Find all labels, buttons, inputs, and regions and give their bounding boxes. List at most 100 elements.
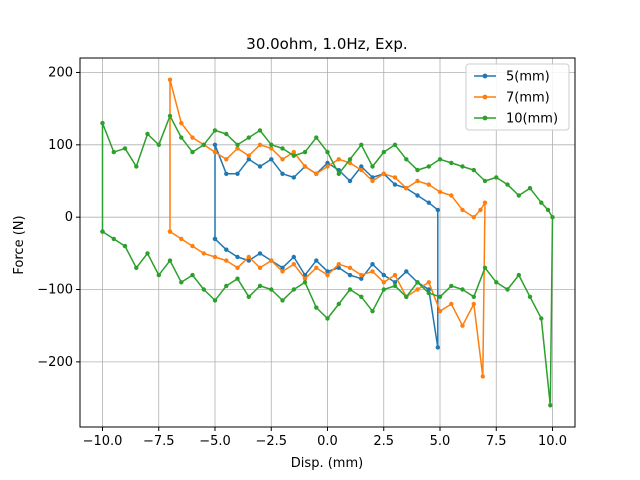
legend: 5(mm) 7(mm) 10(mm) [465,63,570,131]
y-tick-label: 0 [65,210,73,225]
data-point [302,149,308,155]
data-point [381,171,386,176]
data-point [179,236,184,242]
data-point [269,258,274,263]
legend-swatch-marker [482,73,488,79]
data-point [449,160,454,166]
data-point [100,120,105,126]
y-axis-label: Force (N) [12,215,27,274]
data-point [314,305,319,310]
data-point [494,175,499,180]
data-point [471,301,476,307]
data-point [471,167,476,173]
data-point [336,301,341,307]
data-point [550,215,555,220]
y-tick-label: −200 [37,355,73,370]
data-point [257,283,263,289]
data-point [224,171,229,176]
data-point [392,142,398,147]
data-point [527,186,533,191]
data-point [370,178,375,184]
data-point [257,128,263,133]
data-point [415,280,420,285]
legend-label: 7(mm) [506,91,550,106]
data-point [224,283,229,289]
data-point [471,294,476,299]
data-point [435,207,440,213]
data-point [246,157,251,162]
data-point [111,236,117,242]
data-point [516,193,521,198]
data-point [325,272,330,278]
data-point [548,403,553,408]
data-point [235,276,240,281]
x-tick-label: 7.5 [486,434,507,449]
data-point [201,287,206,292]
data-point [212,142,218,147]
data-point [190,135,195,140]
data-point [179,280,184,285]
data-point [122,243,128,249]
data-point [269,142,274,147]
data-point [235,265,240,270]
data-point [480,374,485,379]
legend-entry: 10(mm) [474,112,558,127]
chart-title: 30.0ohm, 1.0Hz, Exp. [246,35,407,53]
data-point [347,287,353,292]
y-tick-label: −100 [37,283,73,298]
legend-entry: 5(mm) [474,70,550,85]
data-point [359,276,364,281]
data-point [460,207,465,213]
data-point [325,164,330,169]
data-point [156,142,161,147]
data-point [359,272,364,278]
data-point [539,316,544,321]
data-point [482,200,488,205]
data-point [336,262,341,267]
data-point [505,287,510,292]
data-point [224,157,229,162]
data-point [280,146,285,151]
data-point [325,160,330,166]
data-point [437,294,443,299]
x-tick-label: 0.0 [317,434,338,449]
data-point [269,146,274,151]
data-point [291,149,296,155]
data-point [404,294,409,299]
data-point [201,251,206,256]
data-point [291,287,296,292]
x-tick-label: −10.0 [83,434,123,449]
data-point [370,164,375,169]
data-point [167,229,173,234]
data-point [280,171,285,176]
data-point [426,164,431,169]
data-point [257,142,263,147]
data-point [381,280,386,285]
data-point [336,265,341,270]
data-point [392,272,398,278]
data-point [370,309,375,314]
data-point [539,200,544,205]
data-point [449,301,454,307]
x-tick-label: 2.5 [373,434,394,449]
data-point [212,149,218,155]
x-tick-label: −2.5 [255,434,287,449]
data-point [415,167,420,173]
x-tick-label: 5.0 [430,434,451,449]
data-point [471,215,476,220]
data-point [435,345,440,350]
data-point [460,323,465,328]
tick-layer: −10.0 −7.5 −5.0 −2.5 0.0 2.5 5.0 7.5 10.0 −200 −10… [37,65,567,449]
data-point [179,135,184,140]
data-point [246,135,251,140]
data-point [145,131,150,137]
data-point [437,309,443,314]
data-point [224,247,229,252]
data-point [325,269,330,274]
data-point [291,153,296,158]
legend-label: 10(mm) [506,112,558,127]
data-point [190,149,195,155]
data-point [494,280,499,285]
data-point [392,182,398,187]
data-point [347,157,353,162]
